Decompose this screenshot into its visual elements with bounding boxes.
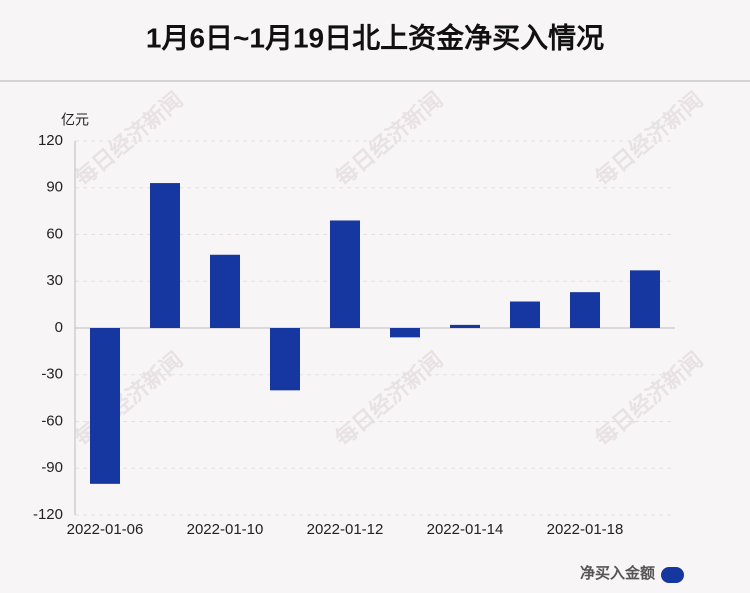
- bar: [450, 324, 480, 328]
- legend-swatch: [661, 567, 684, 583]
- x-tick-label: 2022-01-06: [67, 521, 144, 538]
- bar: [150, 183, 180, 328]
- y-tick-label: 60: [46, 225, 63, 242]
- y-unit: 亿元: [61, 112, 89, 128]
- y-tick-label: 30: [46, 272, 63, 289]
- y-tick-label: 120: [38, 132, 63, 149]
- bar: [270, 328, 300, 391]
- bar: [630, 270, 660, 328]
- chart-title: 1月6日~1月19日北上资金净买入情况: [146, 21, 604, 53]
- y-tick-label: -90: [41, 459, 63, 476]
- y-tick-label: -120: [33, 506, 63, 523]
- y-tick-label: 90: [46, 179, 63, 196]
- x-tick-label: 2022-01-10: [187, 521, 264, 538]
- y-tick-label: -60: [41, 412, 63, 429]
- bar: [570, 292, 600, 328]
- bar: [210, 254, 240, 328]
- x-tick-label: 2022-01-14: [427, 521, 504, 538]
- legend-label: 净买入金额: [580, 564, 655, 582]
- bar: [390, 328, 420, 338]
- x-tick-label: 2022-01-18: [547, 521, 624, 538]
- y-tick-label: -30: [41, 366, 63, 383]
- bar: [510, 301, 540, 328]
- bar: [330, 220, 360, 328]
- y-tick-label: 0: [55, 319, 63, 336]
- bar: [90, 328, 120, 484]
- x-tick-label: 2022-01-12: [307, 521, 384, 538]
